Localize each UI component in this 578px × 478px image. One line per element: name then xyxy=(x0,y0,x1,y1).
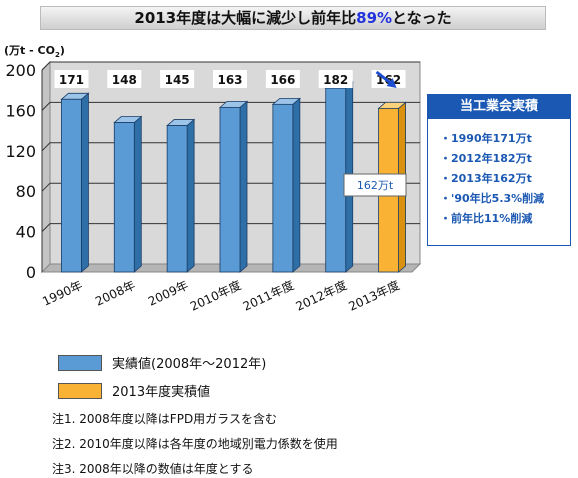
y-tick-label: 160 xyxy=(5,101,36,120)
x-category-label: 2008年 xyxy=(93,278,137,309)
value-label-bg xyxy=(107,70,142,88)
x-category-label: 2009年 xyxy=(146,278,190,309)
info-item: ・前年比11%削減 xyxy=(440,212,533,225)
value-label-bg xyxy=(318,70,353,88)
y-axis-unit: (万t - CO2) xyxy=(4,44,65,60)
legend-item-actual: 実績値(2008年～2012年) xyxy=(58,353,266,372)
decrease-arrow-line xyxy=(375,70,392,85)
x-category-label: 2010年度 xyxy=(187,277,243,314)
info-item: ・2012年182万t xyxy=(440,152,532,165)
bar-side xyxy=(81,92,89,273)
legend-label: 実績値(2008年～2012年) xyxy=(112,357,267,372)
x-category-label: 2013年度 xyxy=(346,277,402,314)
bar xyxy=(113,122,135,273)
chart-title: 2013年度は大幅に減少し前年比89%となった xyxy=(40,6,546,30)
y-tick-label: 40 xyxy=(16,223,36,242)
y-tick-label: 120 xyxy=(5,142,36,161)
bar xyxy=(325,87,347,273)
value-label-bg xyxy=(265,70,300,88)
bar xyxy=(166,125,188,273)
value-label: 182 xyxy=(323,73,348,87)
value-label-bg xyxy=(160,70,195,88)
decrease-arrow-head xyxy=(386,78,397,88)
bar xyxy=(272,103,294,273)
value-label-bg xyxy=(213,70,247,88)
y-tick-label: 80 xyxy=(16,182,36,201)
note-2: 注2. 2010年度以降は各年度の地域別電力係数を使用 xyxy=(52,437,338,451)
bar xyxy=(219,106,241,273)
info-item: ・2013年162万t xyxy=(440,172,532,185)
bar xyxy=(61,98,82,273)
bar-side xyxy=(186,118,195,273)
value-label: 166 xyxy=(270,73,295,87)
annotation-text: 162万t xyxy=(357,179,394,192)
value-label-bg xyxy=(54,70,89,88)
info-item: ・'90年比5.3%削減 xyxy=(440,192,545,205)
info-list: ・1990年171万t ・2012年182万t ・2013年162万t ・'90… xyxy=(428,119,570,229)
note-3: 注3. 2008年以降の数値は年度とする xyxy=(52,462,254,476)
info-item: ・1990年171万t xyxy=(440,132,532,145)
y-tick-label: 0 xyxy=(26,263,36,282)
title-text: 2013年度は大幅に減少し前年比 xyxy=(134,9,357,27)
value-label: 171 xyxy=(59,73,84,87)
x-category-label: 1990年 xyxy=(40,278,84,309)
value-label: 148 xyxy=(112,73,137,87)
gridline xyxy=(41,61,420,71)
x-category-label: 2012年度 xyxy=(293,277,349,314)
legend-label: 2013年度実積値 xyxy=(112,385,211,400)
bar-side xyxy=(133,115,142,273)
annotation-box xyxy=(343,173,407,197)
x-category-label: 2011年度 xyxy=(240,277,296,314)
value-label: 145 xyxy=(165,73,190,87)
plot-side-wall xyxy=(41,60,51,274)
bar-side xyxy=(239,100,248,273)
bar-side xyxy=(292,97,301,273)
title-highlight: 89% xyxy=(356,9,393,27)
legend-item-2013: 2013年度実積値 xyxy=(58,381,210,400)
info-panel: 当工業会実積 ・1990年171万t ・2012年182万t ・2013年162… xyxy=(427,94,571,246)
note-1: 注1. 2008年度以降はFPD用ガラスを含む xyxy=(52,412,277,426)
legend-swatch-orange xyxy=(58,382,102,399)
title-text-end: となった xyxy=(392,9,452,27)
y-tick-label: 200 xyxy=(5,61,36,80)
value-label: 163 xyxy=(217,73,242,87)
legend-swatch-blue xyxy=(58,354,102,371)
info-panel-title: 当工業会実積 xyxy=(428,95,570,119)
